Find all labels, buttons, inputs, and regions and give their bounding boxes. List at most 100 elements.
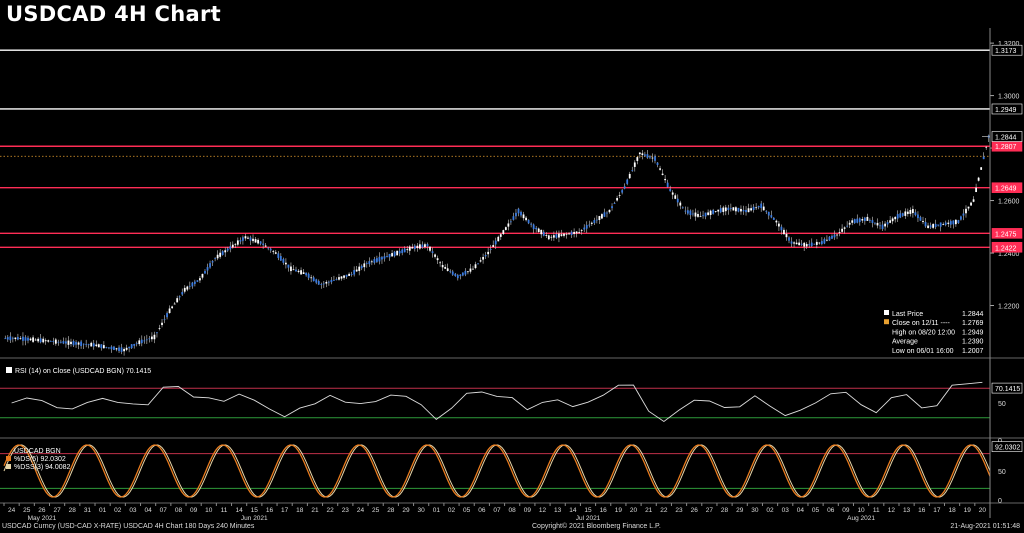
candle-body bbox=[747, 208, 750, 213]
x-tick-label: 10 bbox=[205, 507, 213, 514]
candle-body bbox=[176, 298, 179, 303]
price-tick-label: 1.2600 bbox=[998, 199, 1020, 206]
x-tick-label: 31 bbox=[84, 507, 92, 514]
x-tick-label: 20 bbox=[630, 507, 638, 514]
candle-body bbox=[464, 270, 467, 275]
candle-body bbox=[633, 162, 636, 167]
x-tick-label: 16 bbox=[266, 507, 274, 514]
rsi-legend-marker bbox=[6, 367, 12, 373]
candle-body bbox=[927, 225, 929, 229]
candle-body bbox=[757, 206, 760, 208]
candle-body bbox=[954, 219, 957, 225]
candle-body bbox=[737, 207, 740, 212]
candle-body bbox=[269, 248, 272, 251]
candle-body bbox=[77, 342, 80, 345]
candle-body bbox=[199, 278, 201, 281]
x-tick-label: 23 bbox=[342, 507, 350, 514]
candle-body bbox=[145, 339, 148, 341]
candle-body bbox=[219, 252, 222, 257]
candle-body bbox=[239, 240, 242, 242]
candle-body bbox=[282, 259, 285, 263]
last-price-tag-label: 1.2844 bbox=[995, 135, 1017, 142]
candle-body bbox=[820, 241, 823, 245]
candle-body bbox=[525, 217, 527, 221]
x-tick-label: 16 bbox=[918, 507, 926, 514]
candle-body bbox=[92, 343, 95, 347]
candle-body bbox=[957, 220, 960, 223]
candle-body bbox=[532, 224, 535, 230]
candle-body bbox=[487, 251, 490, 255]
candle-body bbox=[133, 343, 136, 346]
candle-body bbox=[674, 195, 677, 199]
x-tick-label: 14 bbox=[236, 507, 244, 514]
candle-body bbox=[67, 340, 70, 345]
x-tick-label: 13 bbox=[554, 507, 562, 514]
x-tick-label: 17 bbox=[933, 507, 941, 514]
candle-body bbox=[853, 219, 856, 224]
candle-body bbox=[310, 277, 313, 279]
x-axis: 24 25 26 27 28 31 01 02 03 04 07 08 09 10 11 14 15 16 17 18… bbox=[3, 503, 986, 522]
x-tick-label: 19 bbox=[615, 507, 623, 514]
candle-body bbox=[72, 340, 75, 346]
candle-body bbox=[153, 334, 156, 340]
x-tick-label: 28 bbox=[721, 507, 729, 514]
legend-label: High on 08/20 12:00 bbox=[892, 329, 955, 336]
stoch-legend-d: %DSS(3) 94.0082 bbox=[14, 464, 71, 471]
candle-body bbox=[216, 254, 219, 259]
candle-body bbox=[161, 322, 163, 326]
candle-body bbox=[411, 247, 414, 249]
x-tick-label: 19 bbox=[964, 507, 972, 514]
candle-body bbox=[449, 271, 452, 273]
candle-body bbox=[388, 253, 391, 258]
candle-body bbox=[932, 224, 935, 228]
candle-body bbox=[183, 287, 186, 292]
candle-body bbox=[287, 264, 290, 268]
candle-body bbox=[391, 253, 393, 257]
candle-body bbox=[173, 303, 176, 305]
x-tick-label: 18 bbox=[948, 507, 956, 514]
candle-body bbox=[426, 244, 429, 247]
candle-body bbox=[406, 249, 409, 251]
candle-body bbox=[472, 268, 474, 270]
candle-body bbox=[863, 217, 866, 222]
candle-body bbox=[681, 207, 684, 209]
candle-body bbox=[499, 234, 502, 237]
candle-body bbox=[649, 156, 651, 158]
candle-body bbox=[87, 344, 90, 346]
candle-body bbox=[777, 223, 780, 227]
candle-body bbox=[431, 251, 434, 254]
x-tick-label: 28 bbox=[387, 507, 395, 514]
candle-body bbox=[530, 223, 533, 225]
candle-body bbox=[815, 241, 818, 245]
candle-body bbox=[573, 231, 576, 234]
candle-body bbox=[201, 273, 204, 278]
candle-body bbox=[358, 266, 361, 271]
candle-body bbox=[158, 328, 161, 329]
stoch-legend-k: %DS(5) 92.0302 bbox=[14, 456, 66, 463]
stoch-tick-label: 0 bbox=[998, 498, 1002, 505]
x-tick-label: 21 bbox=[311, 507, 319, 514]
candle-body bbox=[39, 338, 42, 343]
candle-body bbox=[724, 207, 727, 212]
candle-body bbox=[186, 286, 189, 290]
candle-body bbox=[416, 245, 419, 249]
candle-body bbox=[479, 260, 482, 262]
x-tick-label: 30 bbox=[751, 507, 759, 514]
candle-body bbox=[790, 241, 793, 244]
candle-body bbox=[942, 224, 945, 225]
candle-body bbox=[300, 270, 302, 275]
candle-body bbox=[550, 236, 553, 238]
candle-body bbox=[699, 216, 702, 218]
candle-body bbox=[244, 236, 247, 239]
candle-body bbox=[113, 346, 115, 351]
rsi-tick-label: 50 bbox=[998, 401, 1006, 408]
stoch-d-line bbox=[3, 444, 991, 498]
candle-body bbox=[11, 337, 14, 339]
candle-body bbox=[130, 344, 133, 349]
candle-body bbox=[601, 214, 603, 219]
candle-body bbox=[188, 285, 191, 287]
candle-body bbox=[709, 210, 712, 215]
candle-body bbox=[861, 219, 864, 221]
candle-body bbox=[590, 222, 593, 224]
